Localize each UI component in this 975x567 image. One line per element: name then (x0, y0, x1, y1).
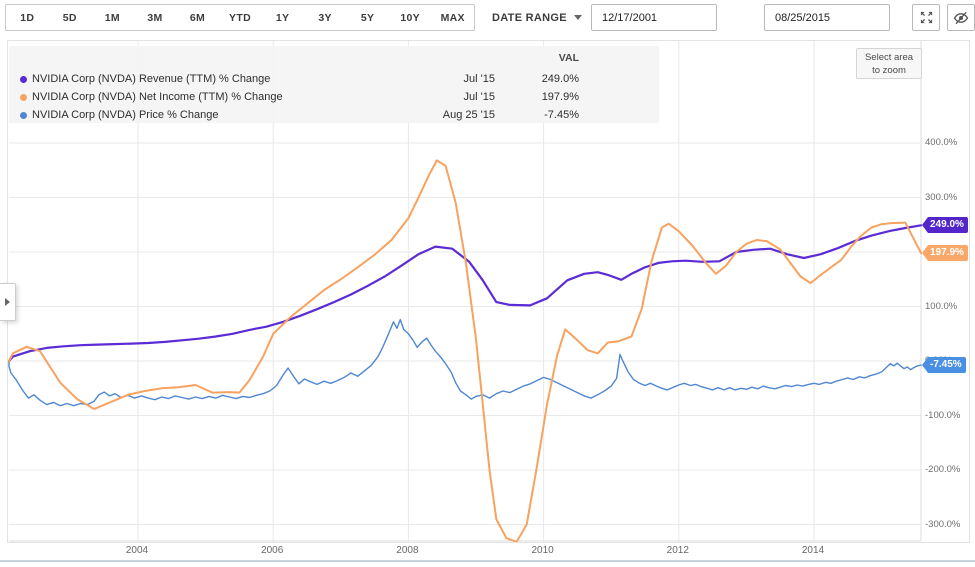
chart-container: VAL NVIDIA Corp (NVDA) Revenue (TTM) % C… (7, 40, 970, 543)
series-line-revenue (8, 224, 923, 363)
series-label: NVIDIA Corp (NVDA) Revenue (TTM) % Chang… (32, 73, 271, 85)
range-button-1d[interactable]: 1D (20, 11, 35, 24)
legend-val-header: VAL (558, 52, 579, 64)
badge-arrow-icon (922, 357, 928, 374)
badge-arrow-icon (922, 245, 928, 262)
badge-value: 197.9% (928, 245, 968, 262)
range-button-max[interactable]: MAX (440, 11, 465, 24)
series-last-date: Jul '15 (463, 91, 495, 103)
range-buttons: 1D 5D 1M 3M 6M YTD 1Y 3Y 5Y 10Y MAX (5, 4, 475, 31)
series-color-dot (20, 112, 27, 119)
series-color-dot (20, 76, 27, 83)
legend-row[interactable]: NVIDIA Corp (NVDA) Net Income (TTM) % Ch… (9, 88, 659, 106)
series-line-price (8, 318, 922, 407)
series-label: NVIDIA Corp (NVDA) Price % Change (32, 109, 219, 121)
series-last-value: 197.9% (541, 91, 579, 103)
date-range-dropdown[interactable]: DATE RANGE (492, 4, 582, 31)
series-last-date: Jul '15 (463, 73, 495, 85)
range-button-5d[interactable]: 5D (62, 11, 77, 24)
series-last-value: 249.0% (541, 73, 579, 85)
start-date-input[interactable] (591, 4, 717, 31)
chevron-right-icon (5, 298, 10, 306)
range-button-ytd[interactable]: YTD (229, 11, 251, 24)
last-value-badge: 197.9% (922, 245, 968, 262)
y-axis-tick-label: -100.0% (925, 409, 961, 421)
badge-arrow-icon (922, 217, 928, 234)
series-last-date: Aug 25 '15 (442, 109, 495, 121)
range-button-3y[interactable]: 3Y (318, 11, 332, 24)
date-range-label: DATE RANGE (492, 11, 567, 24)
x-axis-tick-label: 2012 (666, 545, 689, 556)
legend-row[interactable]: NVIDIA Corp (NVDA) Revenue (TTM) % Chang… (9, 70, 659, 88)
series-color-dot (20, 94, 27, 101)
last-value-badge: -7.45% (922, 357, 966, 374)
y-axis-tick-label: -200.0% (925, 464, 961, 475)
x-axis-tick-label: 2006 (261, 545, 284, 556)
x-axis-tick-label: 2004 (125, 545, 149, 556)
range-button-10y[interactable]: 10Y (400, 11, 420, 24)
y-axis-tick-label: -300.0% (925, 518, 961, 530)
x-axis-tick-label: 2014 (801, 545, 825, 556)
zoom-out-map-icon (920, 11, 932, 24)
page-bottom-divider (0, 560, 975, 562)
range-button-1y[interactable]: 1Y (275, 11, 290, 24)
eye-off-icon (953, 11, 969, 24)
fullscreen-button[interactable] (912, 4, 940, 31)
hide-series-button[interactable] (947, 4, 975, 31)
legend-row[interactable]: NVIDIA Corp (NVDA) Price % Change Aug 25 … (9, 106, 659, 124)
series-last-value: -7.45% (544, 109, 579, 121)
range-button-5y[interactable]: 5Y (360, 11, 375, 24)
chevron-down-icon (573, 15, 582, 20)
range-button-1m[interactable]: 1M (104, 11, 120, 24)
y-axis-tick-label: 400.0% (925, 137, 958, 148)
series-line-net-income (8, 159, 922, 542)
end-date-input[interactable] (764, 4, 890, 31)
x-axis-tick-label: 2010 (531, 545, 554, 556)
y-axis-tick-label: 300.0% (925, 191, 958, 203)
badge-value: -7.45% (928, 357, 966, 374)
y-axis-tick-label: 100.0% (925, 300, 958, 312)
badge-value: 249.0% (928, 217, 968, 234)
range-button-6m[interactable]: 6M (189, 11, 206, 24)
chart-legend: VAL NVIDIA Corp (NVDA) Revenue (TTM) % C… (9, 46, 659, 123)
select-area-to-zoom-button[interactable]: Select area to zoom (856, 48, 922, 79)
expand-panel-tab[interactable] (0, 283, 16, 321)
x-axis-tick-label: 2008 (396, 545, 419, 556)
series-label: NVIDIA Corp (NVDA) Net Income (TTM) % Ch… (32, 91, 283, 103)
chart-plot[interactable] (8, 41, 969, 542)
last-value-badge: 249.0% (922, 217, 968, 234)
range-button-3m[interactable]: 3M (147, 11, 163, 24)
